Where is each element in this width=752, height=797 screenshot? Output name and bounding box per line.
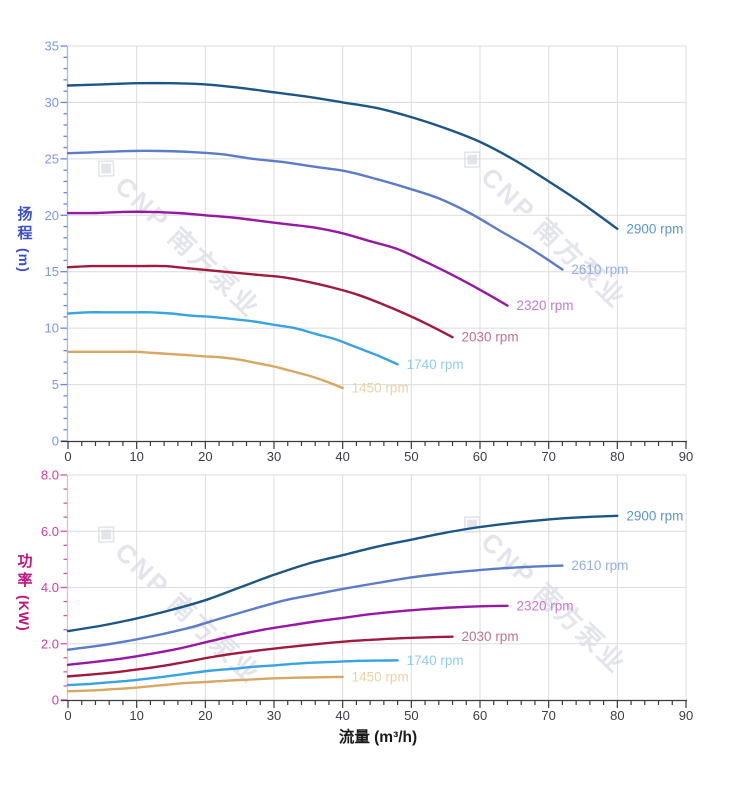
svg-text:20: 20 xyxy=(198,708,212,723)
svg-text:40: 40 xyxy=(335,449,349,464)
power-curve-2900-rpm xyxy=(66,514,619,633)
svg-text:60: 60 xyxy=(473,449,487,464)
head-curve-label-2900-rpm: 2900 rpm xyxy=(626,221,683,236)
power-axis-title-text: 功率 xyxy=(15,553,33,591)
svg-text:90: 90 xyxy=(679,449,693,464)
svg-text:80: 80 xyxy=(610,449,624,464)
head-axis-title-text: 扬程 xyxy=(15,206,33,244)
power-x-axis: 0 10 20 30 40 50 60 70 80 90 xyxy=(61,699,693,723)
svg-text:15: 15 xyxy=(45,264,59,279)
svg-text:0: 0 xyxy=(64,449,71,464)
svg-text:90: 90 xyxy=(679,708,693,723)
head-curve-label-2610-rpm: 2610 rpm xyxy=(571,262,628,277)
power-curve-label-2610-rpm: 2610 rpm xyxy=(571,558,628,573)
head-curve-1450-rpm xyxy=(66,350,344,390)
svg-text:30: 30 xyxy=(267,449,281,464)
svg-text:0: 0 xyxy=(64,708,71,723)
head-y-axis: 0 5 10 15 20 25 30 35 xyxy=(45,39,69,449)
power-axis-title: 功率 (KW) xyxy=(10,553,38,632)
svg-text:10: 10 xyxy=(45,321,59,336)
svg-text:40: 40 xyxy=(335,708,349,723)
svg-text:35: 35 xyxy=(45,39,59,54)
power-curve-label-1740-rpm: 1740 rpm xyxy=(407,653,464,668)
power-curve-label-2900-rpm: 2900 rpm xyxy=(626,508,683,523)
head-curve-label-2320-rpm: 2320 rpm xyxy=(516,298,573,313)
head-curve-label-1740-rpm: 1740 rpm xyxy=(407,357,464,372)
svg-text:8.0: 8.0 xyxy=(41,468,59,483)
head-curve-label-1450-rpm: 1450 rpm xyxy=(352,380,409,395)
power-curve-label-2030-rpm: 2030 rpm xyxy=(462,629,519,644)
power-gridlines xyxy=(68,474,687,700)
svg-text:70: 70 xyxy=(541,708,555,723)
head-x-axis: 0 10 20 30 40 50 60 70 80 90 xyxy=(61,440,693,464)
svg-text:50: 50 xyxy=(404,708,418,723)
svg-text:4.0: 4.0 xyxy=(41,580,59,595)
svg-text:0: 0 xyxy=(52,693,59,708)
head-curve-2320-rpm xyxy=(66,210,509,307)
svg-text:70: 70 xyxy=(541,449,555,464)
head-curve-2610-rpm xyxy=(66,149,564,271)
head-curve-1740-rpm xyxy=(66,311,399,366)
svg-text:60: 60 xyxy=(473,708,487,723)
power-curve-2610-rpm xyxy=(66,564,564,651)
flow-axis-title: 流量 (m³/h) xyxy=(338,729,418,746)
svg-text:25: 25 xyxy=(45,151,59,166)
power-axis-unit: (KW) xyxy=(16,595,32,632)
power-curve-2320-rpm xyxy=(66,604,509,667)
head-curve-2030-rpm xyxy=(66,264,454,339)
power-curve-2030-rpm xyxy=(66,635,454,678)
head-chart: 0 5 10 15 20 25 30 35 0 10 20 30 40 50 60 70 80 90 2900 rp… xyxy=(45,39,694,464)
svg-text:5: 5 xyxy=(52,377,59,392)
svg-text:20: 20 xyxy=(198,449,212,464)
power-curve-label-2320-rpm: 2320 rpm xyxy=(516,598,573,613)
power-curve-1740-rpm xyxy=(66,659,399,687)
head-gridlines xyxy=(68,45,687,441)
power-y-axis: 0 2.0 4.0 6.0 8.0 xyxy=(41,468,69,708)
head-axis-title: 扬程 (m) xyxy=(10,206,38,273)
svg-text:20: 20 xyxy=(45,208,59,223)
power-curve-1450-rpm xyxy=(66,675,344,693)
head-curve-2900-rpm xyxy=(66,81,619,230)
head-axis-unit: (m) xyxy=(16,248,32,273)
head-curve-label-2030-rpm: 2030 rpm xyxy=(462,330,519,345)
svg-text:50: 50 xyxy=(404,449,418,464)
svg-text:80: 80 xyxy=(610,708,624,723)
svg-text:30: 30 xyxy=(267,708,281,723)
svg-text:2.0: 2.0 xyxy=(41,636,59,651)
svg-text:30: 30 xyxy=(45,95,59,110)
svg-text:10: 10 xyxy=(129,708,143,723)
power-chart: 0 2.0 4.0 6.0 8.0 0 10 20 30 40 50 60 70 80 90 2900 rpm… xyxy=(41,468,693,724)
svg-text:10: 10 xyxy=(129,449,143,464)
power-curve-label-1450-rpm: 1450 rpm xyxy=(352,669,409,684)
svg-text:6.0: 6.0 xyxy=(41,524,59,539)
svg-text:0: 0 xyxy=(52,434,59,449)
